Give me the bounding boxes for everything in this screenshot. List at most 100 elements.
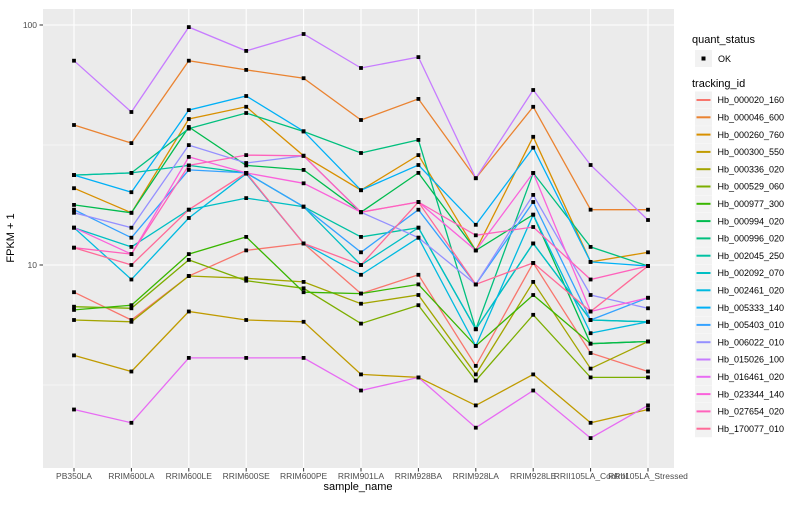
- data-point: [531, 88, 536, 92]
- data-point: [588, 420, 593, 425]
- data-point: [72, 304, 76, 309]
- data-point: [129, 171, 134, 175]
- data-point: [359, 388, 363, 393]
- data-point: [588, 277, 593, 282]
- data-point: [186, 163, 191, 168]
- data-point: [244, 163, 249, 168]
- data-point: [186, 216, 191, 220]
- data-point: [416, 171, 421, 175]
- data-point: [186, 356, 191, 360]
- data-point: [186, 274, 191, 278]
- legend-item-label: Hb_016461_020: [718, 372, 785, 382]
- data-point: [72, 225, 76, 230]
- data-point: [473, 282, 478, 287]
- data-point: [416, 375, 421, 380]
- data-point: [473, 176, 478, 181]
- data-point: [416, 235, 421, 240]
- x-tick-label: RRIM600SE: [223, 471, 271, 481]
- data-point: [301, 280, 306, 284]
- data-point: [416, 282, 421, 287]
- data-point: [473, 233, 478, 238]
- data-point: [359, 151, 363, 155]
- plot-panel: [43, 9, 674, 468]
- data-point: [244, 196, 249, 200]
- data-point: [72, 308, 76, 312]
- data-point: [531, 171, 536, 175]
- data-point: [244, 104, 249, 109]
- data-point: [416, 55, 421, 59]
- legend-item-label: Hb_000260_760: [718, 130, 785, 140]
- data-point: [416, 225, 421, 230]
- data-point: [129, 369, 134, 374]
- data-point: [301, 76, 306, 81]
- data-point: [531, 200, 536, 204]
- data-point: [129, 245, 134, 249]
- data-point: [473, 327, 478, 332]
- data-point: [244, 68, 249, 72]
- data-point: [186, 168, 191, 172]
- data-point: [244, 318, 249, 322]
- data-point: [588, 341, 593, 346]
- data-point: [646, 218, 650, 222]
- data-point: [301, 32, 306, 36]
- data-point: [301, 181, 306, 186]
- data-point: [646, 295, 650, 300]
- data-point: [186, 117, 191, 121]
- tracking-id-legend-title: tracking_id: [692, 78, 745, 90]
- x-axis: PB350LA RRIM600LA RRIM600LE RRIM600SE RRIM60…: [56, 468, 688, 481]
- data-point: [646, 250, 650, 255]
- ok-point-icon: [701, 56, 706, 61]
- data-point: [72, 123, 76, 127]
- legend-item-label: Hb_005333_140: [718, 303, 785, 313]
- x-tick-label: PB350LA: [56, 471, 92, 481]
- x-tick-label: RRII105LA_Stressed: [608, 471, 688, 481]
- data-point: [531, 212, 536, 217]
- data-point: [473, 372, 478, 377]
- data-point: [531, 280, 536, 284]
- data-point: [646, 306, 650, 311]
- data-point: [72, 207, 76, 212]
- data-point: [531, 293, 536, 297]
- data-point: [588, 245, 593, 249]
- legend-item-label: Hb_000977_300: [718, 199, 785, 209]
- data-point: [588, 309, 593, 314]
- legend-item-label: Hb_006022_010: [718, 337, 785, 347]
- data-point: [244, 94, 249, 98]
- data-point: [244, 153, 249, 157]
- legend-item-label: Hb_000336_020: [718, 164, 785, 174]
- data-point: [359, 235, 363, 239]
- data-point: [72, 290, 76, 295]
- data-point: [416, 153, 421, 157]
- data-point: [244, 111, 249, 115]
- data-point: [129, 303, 134, 308]
- data-point: [531, 145, 536, 150]
- data-point: [646, 407, 650, 412]
- data-point: [301, 319, 306, 324]
- data-point: [531, 241, 536, 246]
- data-point: [588, 163, 593, 167]
- data-point: [72, 407, 76, 412]
- data-point: [359, 118, 363, 122]
- legend-item-label: Hb_000020_160: [718, 95, 785, 105]
- data-point: [129, 235, 134, 240]
- data-point: [301, 286, 306, 291]
- data-point: [646, 375, 650, 380]
- x-tick-label: RRIM600LE: [166, 471, 213, 481]
- data-point: [473, 403, 478, 408]
- data-point: [473, 222, 478, 227]
- data-point: [359, 210, 363, 215]
- data-point: [186, 309, 191, 314]
- data-point: [186, 126, 191, 131]
- data-point: [359, 291, 363, 296]
- data-point: [359, 321, 363, 326]
- data-point: [72, 58, 76, 63]
- legend-item-label: Hb_170077_010: [718, 424, 785, 434]
- data-point: [129, 306, 134, 311]
- data-point: [646, 403, 650, 408]
- data-point: [72, 245, 76, 250]
- data-point: [72, 210, 76, 215]
- data-point: [531, 312, 536, 317]
- data-point: [416, 293, 421, 297]
- data-point: [186, 58, 191, 63]
- legend-item-label: Hb_000996_020: [718, 234, 785, 244]
